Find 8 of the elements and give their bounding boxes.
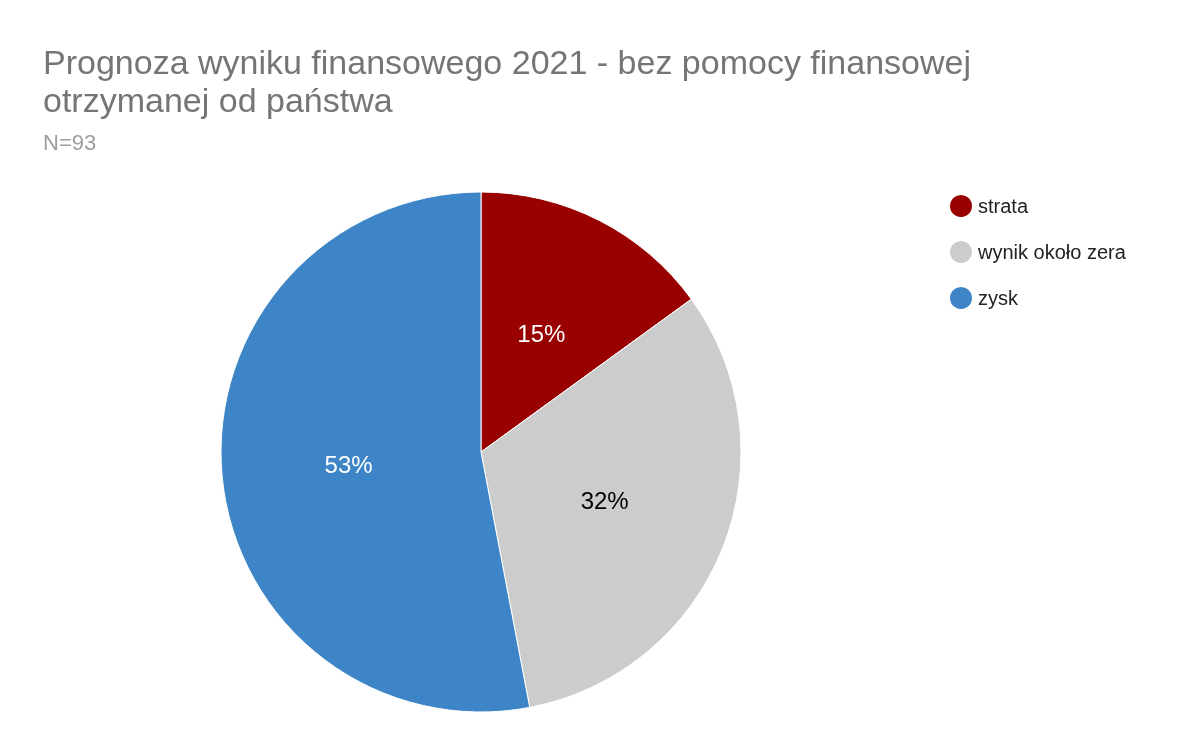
data-label: 15% [517, 320, 566, 347]
chart-subtitle: N=93 [43, 129, 97, 155]
legend-label: strata [978, 195, 1029, 217]
data-label: 32% [580, 487, 629, 515]
chart-title: Prognoza wyniku finansowego 2021 - bez pomocy finansowej otrzymanej od państwa [43, 43, 971, 119]
data-label: 53% [324, 451, 373, 479]
legend-label: zysk [978, 287, 1019, 309]
legend-label: wynik około zera [977, 241, 1127, 263]
